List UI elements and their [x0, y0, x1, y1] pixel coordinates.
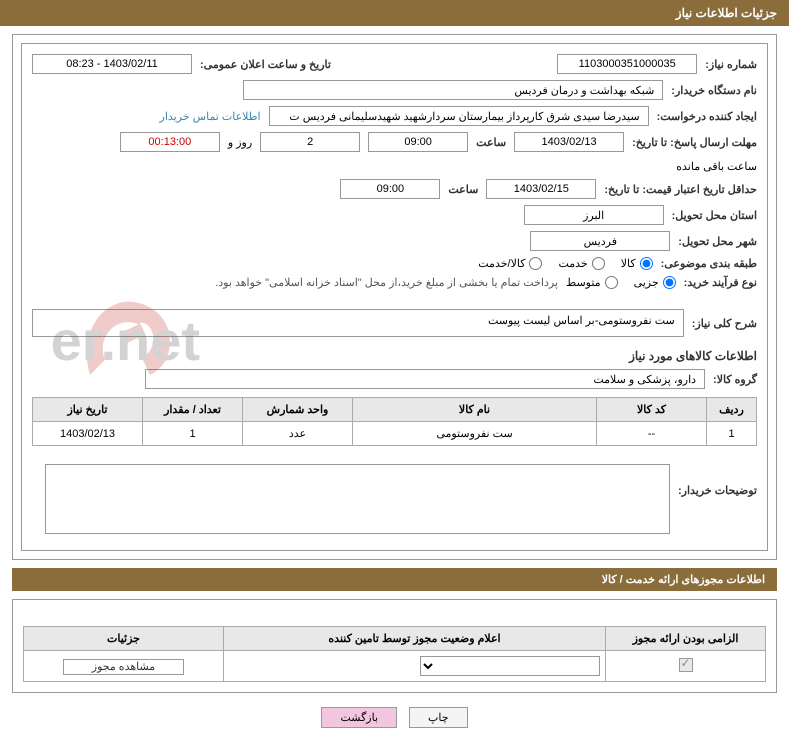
cell-row: 1	[707, 422, 757, 446]
th-unit: واحد شمارش	[243, 398, 353, 422]
buyer-org-label: نام دستگاه خریدار:	[671, 84, 757, 97]
medium-radio[interactable]	[605, 276, 618, 289]
cat-both-radio[interactable]	[529, 257, 542, 270]
validity-date	[486, 179, 596, 199]
show-permit-button[interactable]: مشاهده مجوز	[63, 659, 184, 675]
requester-label: ایجاد کننده درخواست:	[657, 110, 757, 123]
goods-group-field	[145, 369, 705, 389]
page-header: جزئیات اطلاعات نیاز	[0, 0, 789, 26]
medium-label: متوسط	[566, 276, 601, 289]
th-mandatory: الزامی بودن ارائه مجوز	[606, 627, 766, 651]
days-value	[260, 132, 360, 152]
permit-table: الزامی بودن ارائه مجوز اعلام وضعیت مجوز …	[23, 626, 766, 682]
print-button[interactable]: چاپ	[409, 707, 468, 728]
permit-frame: الزامی بودن ارائه مجوز اعلام وضعیت مجوز …	[12, 599, 777, 693]
button-row: چاپ بازگشت	[0, 707, 789, 728]
announce-date-field	[32, 54, 192, 74]
cat-service-label: خدمت	[558, 257, 587, 270]
th-row: ردیف	[707, 398, 757, 422]
category-label: طبقه بندی موضوعی:	[661, 257, 757, 270]
validity-time	[340, 179, 440, 199]
cat-service-radio[interactable]	[592, 257, 605, 270]
city-label: شهر محل تحویل:	[678, 235, 757, 248]
cell-name: ست نفروستومی	[353, 422, 597, 446]
details-cell: مشاهده مجوز	[24, 651, 224, 682]
cell-unit: عدد	[243, 422, 353, 446]
goods-info-title: اطلاعات کالاهای مورد نیاز	[32, 349, 757, 363]
validity-label: حداقل تاریخ اعتبار قیمت: تا تاریخ:	[604, 183, 757, 196]
partial-radio[interactable]	[663, 276, 676, 289]
province-label: استان محل تحویل:	[672, 209, 757, 222]
announce-label: تاریخ و ساعت اعلان عمومی:	[200, 58, 331, 71]
remain-time	[120, 132, 220, 152]
mandatory-cell	[606, 651, 766, 682]
permit-header: اطلاعات مجوزهای ارائه خدمت / کالا	[12, 568, 777, 591]
requester-field	[269, 106, 649, 126]
cell-code: --	[597, 422, 707, 446]
time-label-1: ساعت	[476, 136, 506, 149]
buyer-notes-box	[45, 464, 670, 534]
deadline-date	[514, 132, 624, 152]
deadline-label: مهلت ارسال پاسخ: تا تاریخ:	[632, 136, 757, 149]
cell-qty: 1	[143, 422, 243, 446]
goods-table: ردیف کد کالا نام کالا واحد شمارش تعداد /…	[32, 397, 757, 446]
payment-note: پرداخت تمام یا بخشی از مبلغ خرید،از محل …	[215, 276, 558, 289]
need-number-field	[557, 54, 697, 74]
province-field	[524, 205, 664, 225]
partial-label: جزیی	[634, 276, 659, 289]
th-date: تاریخ نیاز	[33, 398, 143, 422]
back-button[interactable]: بازگشت	[321, 707, 397, 728]
main-frame: شماره نیاز: تاریخ و ساعت اعلان عمومی: نا…	[12, 34, 777, 560]
status-select[interactable]	[420, 656, 600, 676]
buyer-org-field	[243, 80, 663, 100]
cat-both-label: کالا/خدمت	[478, 257, 525, 270]
need-number-label: شماره نیاز:	[705, 58, 757, 71]
city-field	[530, 231, 670, 251]
cat-goods-label: کالا	[621, 257, 636, 270]
general-desc-box: ست نفروستومی-بر اساس لیست پیوست	[32, 309, 684, 337]
buy-type-label: نوع فرآیند خرید:	[684, 276, 757, 289]
general-desc-label: شرح کلی نیاز:	[692, 317, 757, 330]
table-row: 1 -- ست نفروستومی عدد 1 1403/02/13	[33, 422, 757, 446]
buyer-notes-label: توضیحات خریدار:	[678, 456, 757, 497]
contact-link[interactable]: اطلاعات تماس خریدار	[160, 110, 261, 123]
th-code: کد کالا	[597, 398, 707, 422]
deadline-time	[368, 132, 468, 152]
th-status: اعلام وضعیت مجوز توسط تامین کننده	[224, 627, 606, 651]
th-name: نام کالا	[353, 398, 597, 422]
th-qty: تعداد / مقدار	[143, 398, 243, 422]
form-panel: شماره نیاز: تاریخ و ساعت اعلان عمومی: نا…	[21, 43, 768, 551]
status-cell	[224, 651, 606, 682]
cell-date: 1403/02/13	[33, 422, 143, 446]
days-label: روز و	[228, 136, 252, 149]
mandatory-check-icon	[679, 658, 693, 672]
remain-label: ساعت باقی مانده	[676, 160, 757, 173]
goods-group-label: گروه کالا:	[713, 373, 757, 386]
th-details: جزئیات	[24, 627, 224, 651]
permit-row: مشاهده مجوز	[24, 651, 766, 682]
cat-goods-radio[interactable]	[640, 257, 653, 270]
time-label-2: ساعت	[448, 183, 478, 196]
